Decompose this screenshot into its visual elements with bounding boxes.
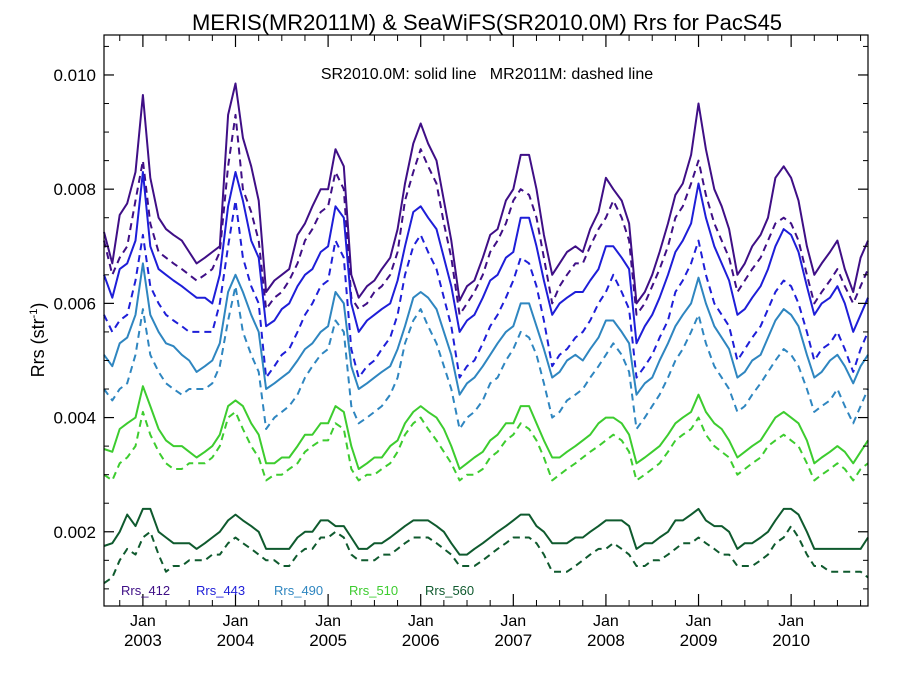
series-lines (103, 82, 869, 585)
x-tick-month-label: Jan (686, 613, 712, 630)
series-line-rrs-490-solid (103, 262, 869, 396)
series-line-rrs-443-dashed (103, 199, 869, 379)
series-line-rrs-412-dashed (103, 113, 869, 316)
y-tick-label: 0.010 (53, 66, 96, 85)
y-axis-label-close: ) (28, 303, 48, 309)
x-tick-year-label: 2010 (772, 631, 810, 650)
x-tick-month-label: Jan (778, 613, 804, 630)
x-tick-month-label: Jan (500, 613, 526, 630)
series-line-rrs-443-solid (103, 171, 869, 345)
series-line-rrs-412-solid (103, 82, 869, 305)
series-line-rrs-510-dashed (103, 410, 869, 482)
x-tick-year-label: 2009 (680, 631, 718, 650)
series-line-rrs-490-dashed (103, 285, 869, 430)
chart-title: MERIS(MR2011M) & SeaWiFS(SR2010.0M) Rrs … (192, 10, 782, 35)
y-tick-label: 0.006 (53, 294, 96, 313)
x-tick-year-label: 2005 (309, 631, 347, 650)
x-tick-year-label: 2006 (402, 631, 440, 650)
y-axis-label-main: Rrs (str (28, 318, 48, 377)
x-tick-month-label: Jan (223, 613, 249, 630)
x-tick-year-label: 2008 (587, 631, 625, 650)
plot-frame (103, 34, 869, 607)
series-line-rrs-510-solid (103, 385, 869, 470)
y-axis-ticks: 0.002 0.004 0.006 0.008 0.010 (53, 45, 868, 590)
series-line-rrs-560-dashed (103, 525, 869, 585)
legend-entry-rrs-412: Rrs_412 (121, 583, 170, 598)
x-tick-month-label: Jan (408, 613, 434, 630)
x-tick-year-label: 2004 (217, 631, 255, 650)
legend-entry-rrs-560: Rrs_560 (425, 583, 474, 598)
line-style-annotation: SR2010.0M: solid line MR2011M: dashed li… (321, 66, 653, 83)
legend-entry-rrs-443: Rrs_443 (196, 583, 245, 598)
legend-entry-rrs-490: Rrs_490 (274, 583, 323, 598)
y-tick-label: 0.008 (53, 180, 96, 199)
x-tick-year-label: 2003 (124, 631, 162, 650)
series-line-rrs-560-solid (103, 507, 869, 556)
x-tick-year-label: 2007 (494, 631, 532, 650)
x-tick-month-label: Jan (130, 613, 156, 630)
y-axis-label: Rrs (str-1) (28, 303, 48, 378)
x-axis-ticks: Jan2003Jan2004Jan2005Jan2006Jan2007Jan20… (119, 35, 862, 650)
x-tick-month-label: Jan (315, 613, 341, 630)
legend-entry-rrs-510: Rrs_510 (349, 583, 398, 598)
y-axis-label-superscript: -1 (28, 309, 40, 319)
legend: Rrs_412 Rrs_443 Rrs_490 Rrs_510 Rrs_560 (121, 583, 474, 598)
y-tick-label: 0.004 (53, 409, 96, 428)
y-tick-label: 0.002 (53, 523, 96, 542)
x-tick-month-label: Jan (593, 613, 619, 630)
